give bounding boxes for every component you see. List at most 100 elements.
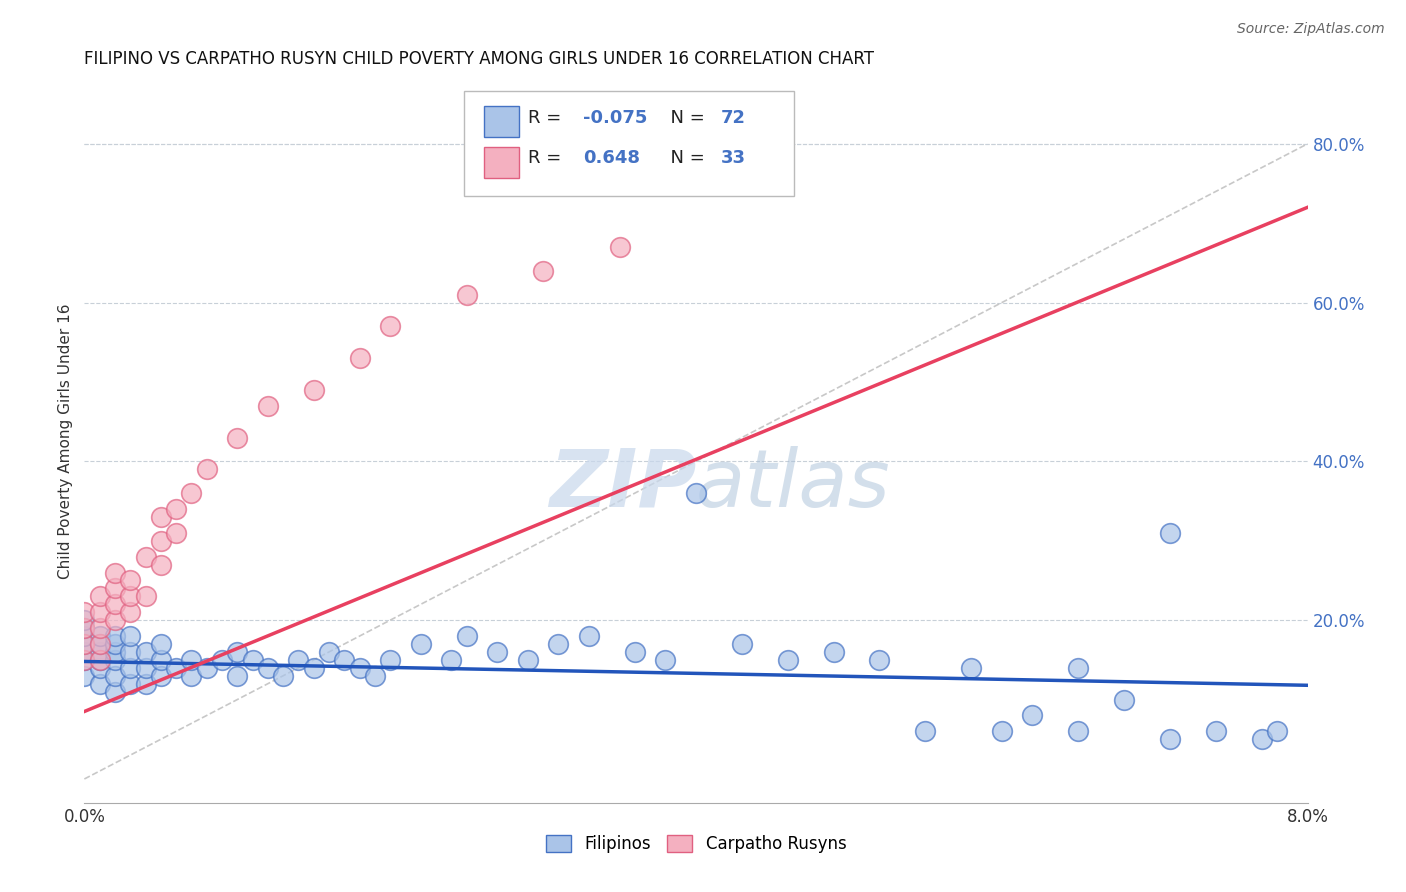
Point — [165, 661, 187, 675]
Point — [287, 653, 309, 667]
Text: 0.648: 0.648 — [583, 149, 641, 168]
Point — [226, 669, 249, 683]
Point — [89, 653, 111, 667]
Point — [654, 653, 676, 667]
Point — [73, 613, 96, 627]
Point — [776, 653, 799, 667]
Point — [1265, 724, 1288, 739]
Point — [456, 287, 478, 301]
Point — [73, 645, 96, 659]
Point — [349, 661, 371, 675]
Point — [257, 661, 280, 675]
Point — [165, 502, 187, 516]
Point — [89, 637, 111, 651]
Point — [104, 645, 127, 659]
Point — [456, 629, 478, 643]
Point — [73, 621, 96, 635]
Point — [380, 653, 402, 667]
Point — [149, 533, 172, 548]
Point — [104, 629, 127, 643]
Point — [531, 264, 554, 278]
Point — [104, 637, 127, 651]
Point — [609, 240, 631, 254]
Point — [73, 637, 96, 651]
Text: R =: R = — [529, 149, 568, 168]
Point — [516, 653, 538, 667]
Point — [73, 621, 96, 635]
Point — [823, 645, 845, 659]
Point — [440, 653, 463, 667]
Point — [409, 637, 432, 651]
Point — [104, 684, 127, 698]
Point — [89, 605, 111, 619]
Point — [89, 590, 111, 604]
Text: R =: R = — [529, 109, 568, 127]
Point — [380, 319, 402, 334]
Point — [73, 669, 96, 683]
Point — [226, 645, 249, 659]
Point — [120, 629, 142, 643]
Point — [73, 637, 96, 651]
Point — [149, 653, 172, 667]
Point — [318, 645, 340, 659]
Point — [333, 653, 356, 667]
Point — [869, 653, 891, 667]
Point — [257, 399, 280, 413]
Point — [149, 637, 172, 651]
Point — [104, 582, 127, 596]
Point — [302, 383, 325, 397]
Text: ZIP: ZIP — [548, 446, 696, 524]
FancyBboxPatch shape — [484, 147, 519, 178]
Point — [149, 669, 172, 683]
Text: N =: N = — [659, 149, 711, 168]
Point — [89, 676, 111, 690]
Text: atlas: atlas — [696, 446, 891, 524]
Point — [685, 486, 707, 500]
Text: FILIPINO VS CARPATHO RUSYN CHILD POVERTY AMONG GIRLS UNDER 16 CORRELATION CHART: FILIPINO VS CARPATHO RUSYN CHILD POVERTY… — [84, 50, 875, 68]
Point — [271, 669, 294, 683]
Text: Source: ZipAtlas.com: Source: ZipAtlas.com — [1237, 22, 1385, 37]
Point — [120, 590, 142, 604]
Point — [89, 621, 111, 635]
Point — [89, 645, 111, 659]
Point — [578, 629, 600, 643]
Y-axis label: Child Poverty Among Girls Under 16: Child Poverty Among Girls Under 16 — [58, 304, 73, 579]
Point — [120, 645, 142, 659]
Point — [1114, 692, 1136, 706]
Point — [195, 462, 218, 476]
Point — [624, 645, 647, 659]
Point — [165, 525, 187, 540]
Point — [120, 676, 142, 690]
Point — [226, 431, 249, 445]
Point — [89, 653, 111, 667]
Point — [104, 669, 127, 683]
Point — [1067, 661, 1090, 675]
Text: N =: N = — [659, 109, 711, 127]
Point — [89, 661, 111, 675]
Point — [89, 637, 111, 651]
Point — [302, 661, 325, 675]
Point — [547, 637, 569, 651]
Point — [180, 486, 202, 500]
Point — [135, 590, 157, 604]
Point — [180, 653, 202, 667]
Point — [242, 653, 264, 667]
Point — [104, 566, 127, 580]
Point — [1067, 724, 1090, 739]
Point — [135, 549, 157, 564]
Point — [135, 661, 157, 675]
Point — [991, 724, 1014, 739]
FancyBboxPatch shape — [484, 106, 519, 136]
Point — [731, 637, 754, 651]
Point — [149, 558, 172, 572]
Point — [135, 676, 157, 690]
Point — [180, 669, 202, 683]
Legend: Filipinos, Carpatho Rusyns: Filipinos, Carpatho Rusyns — [538, 828, 853, 860]
Point — [364, 669, 387, 683]
Point — [195, 661, 218, 675]
Point — [104, 653, 127, 667]
Point — [135, 645, 157, 659]
FancyBboxPatch shape — [464, 91, 794, 196]
Point — [120, 661, 142, 675]
Point — [1159, 732, 1181, 747]
